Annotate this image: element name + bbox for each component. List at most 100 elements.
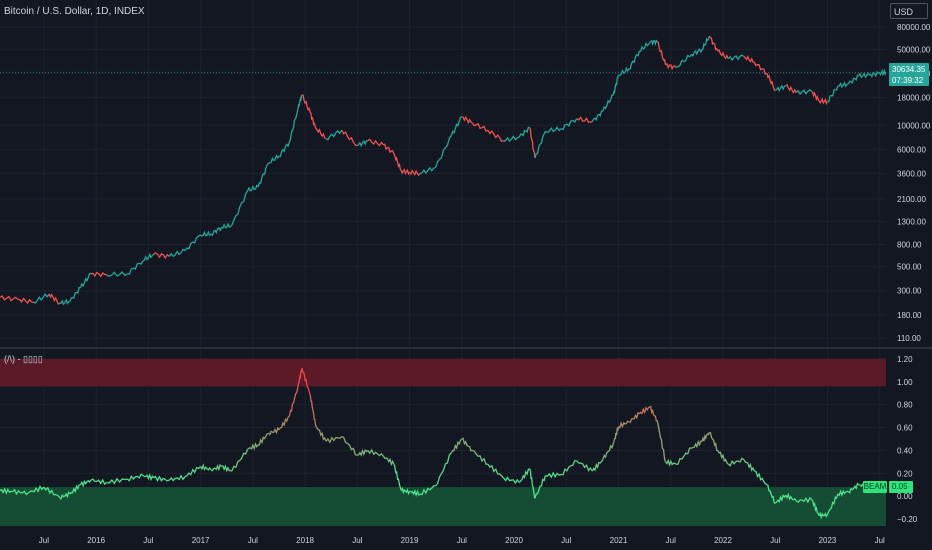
price-segment <box>591 110 603 122</box>
beam-segment <box>325 436 343 444</box>
beam-segment <box>709 431 718 452</box>
price-tick-label: 6000.00 <box>897 145 926 154</box>
price-segment <box>717 49 729 60</box>
price-segment <box>153 252 170 260</box>
price-segment <box>471 122 489 132</box>
beam-tick-label: 1.20 <box>897 355 913 364</box>
beam-segment <box>675 447 692 465</box>
beam-segment <box>618 420 630 429</box>
price-segment <box>278 141 291 158</box>
beam-segment <box>461 437 473 452</box>
beam-segment <box>301 367 311 396</box>
price-segment <box>675 53 693 69</box>
beam-segment <box>258 432 269 446</box>
price-segment <box>288 109 299 143</box>
price-segment <box>69 287 81 302</box>
price-segment <box>435 135 452 168</box>
price-segment <box>818 97 829 106</box>
indicator-value-tag: 0.05 <box>889 481 913 493</box>
price-segment <box>545 126 562 134</box>
beam-segment <box>649 405 658 422</box>
beam-segment <box>419 485 436 496</box>
price-tick-label: 1300.00 <box>897 218 926 227</box>
beam-segment <box>727 457 745 467</box>
beam-tick-label: −0.20 <box>897 515 918 524</box>
beam-segment <box>665 458 677 467</box>
time-tick-label: Jul <box>457 536 467 545</box>
price-segment <box>708 35 719 52</box>
beam-segment <box>811 499 820 516</box>
price-segment <box>383 143 395 154</box>
beam-segment <box>142 472 155 482</box>
price-segment <box>612 74 620 96</box>
price-segment <box>879 68 887 77</box>
beam-axis: −0.20 0.00 0.20 0.40 0.60 0.80 1.00 1.20 <box>897 355 918 524</box>
beam-segment <box>90 478 108 486</box>
beam-segment <box>168 474 186 482</box>
price-segment <box>168 248 186 258</box>
time-tick-label: 2016 <box>87 536 105 545</box>
beam-segment <box>153 475 170 482</box>
beam-segment <box>450 438 463 454</box>
time-tick-label: 2018 <box>296 536 314 545</box>
beam-segment <box>774 493 787 504</box>
beam-segment <box>127 473 144 482</box>
beam-segment <box>12 488 29 496</box>
time-tick-label: 2021 <box>610 536 628 545</box>
beam-segment <box>691 439 703 449</box>
price-segment <box>247 184 259 192</box>
beam-segment <box>487 463 505 479</box>
beam-series <box>0 367 887 520</box>
beam-segment <box>717 450 729 465</box>
price-segment <box>628 51 641 70</box>
price-segment <box>325 129 343 141</box>
price-segment <box>766 73 776 91</box>
beam-segment <box>59 490 71 501</box>
time-tick-label: Jul <box>143 536 153 545</box>
beam-tick-label: 0.60 <box>897 424 913 433</box>
price-segment <box>356 139 368 148</box>
bull-band <box>0 487 886 526</box>
price-segment <box>393 153 402 172</box>
price-segment <box>529 127 536 159</box>
price-segment <box>461 115 473 125</box>
price-segment <box>297 94 303 110</box>
beam-segment <box>628 411 640 424</box>
time-tick-label: 2022 <box>714 536 732 545</box>
beam-segment <box>184 466 202 478</box>
beam-segment <box>472 449 488 465</box>
beam-segment <box>818 511 829 520</box>
price-segment <box>639 41 651 52</box>
beam-segment <box>314 424 327 442</box>
price-segment <box>847 74 860 85</box>
price-segment <box>774 84 786 93</box>
price-segment <box>618 66 630 77</box>
price-segment <box>560 118 578 131</box>
beam-segment <box>837 489 849 498</box>
price-segment <box>367 138 384 147</box>
beam-segment <box>534 475 547 499</box>
price-segment <box>785 83 797 95</box>
beam-segment <box>612 426 620 444</box>
bear-band <box>0 358 886 387</box>
time-tick-label: 2020 <box>505 536 523 545</box>
beam-segment <box>560 460 577 476</box>
price-segment <box>309 112 317 128</box>
currency-selector[interactable]: USD <box>890 3 928 19</box>
beam-segment <box>367 448 384 457</box>
indicator-title[interactable]: (/\) - ▯▯▯▯ <box>4 354 43 364</box>
price-segment <box>827 85 839 103</box>
price-tick-label: 80000.00 <box>897 23 931 32</box>
beam-tick-label: 0.20 <box>897 469 913 478</box>
beam-tick-label: 0.40 <box>897 446 913 455</box>
beam-segment <box>341 436 358 456</box>
beam-segment <box>0 487 13 495</box>
time-tick-label: Jul <box>770 536 780 545</box>
price-segment <box>143 252 155 262</box>
beam-segment <box>591 459 604 472</box>
beam-segment <box>545 471 562 479</box>
price-tick-label: 500.00 <box>897 263 922 272</box>
price-segment <box>400 168 411 176</box>
price-tick-label: 300.00 <box>897 287 922 296</box>
